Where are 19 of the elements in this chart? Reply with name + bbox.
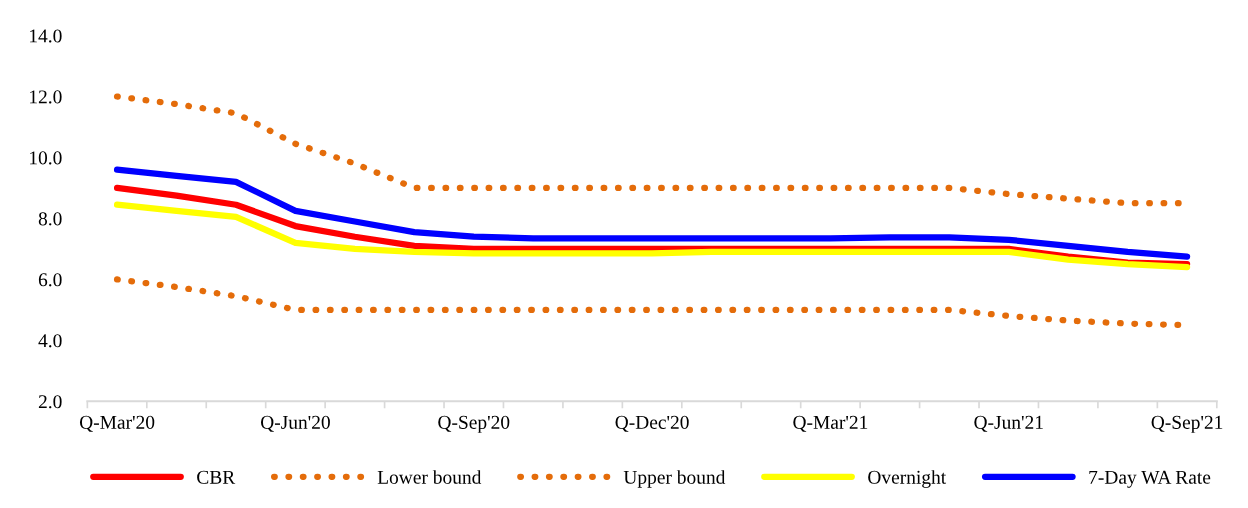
legend-label: Overnight xyxy=(868,470,947,488)
y-tick-label: 12.0 xyxy=(30,90,62,104)
y-tick-label: 14.0 xyxy=(30,29,62,43)
y-tick-label: 10.0 xyxy=(30,151,62,165)
x-tick-label: Q-Mar'21 xyxy=(793,415,868,432)
legend-label: 7-Day WA Rate xyxy=(1089,470,1211,488)
legend-label: Upper bound xyxy=(623,470,726,488)
y-tick-label: 4.0 xyxy=(38,334,62,348)
x-tick-label: Q-Jun'21 xyxy=(974,415,1043,432)
x-tick-label: Q-Dec'20 xyxy=(615,415,689,432)
y-tick-label: 2.0 xyxy=(38,395,62,409)
legend-label: CBR xyxy=(197,470,236,484)
x-tick-label: Q-Jun'20 xyxy=(260,415,330,432)
legend-label: Lower bound xyxy=(377,470,482,484)
x-tick-label: Q-Sep'20 xyxy=(438,415,510,433)
x-tick-label: Q-Sep'21 xyxy=(1151,415,1223,433)
y-tick-label: 6.0 xyxy=(38,273,62,287)
y-tick-label: 8.0 xyxy=(38,212,62,226)
x-tick-label: Q-Mar'20 xyxy=(79,415,155,432)
